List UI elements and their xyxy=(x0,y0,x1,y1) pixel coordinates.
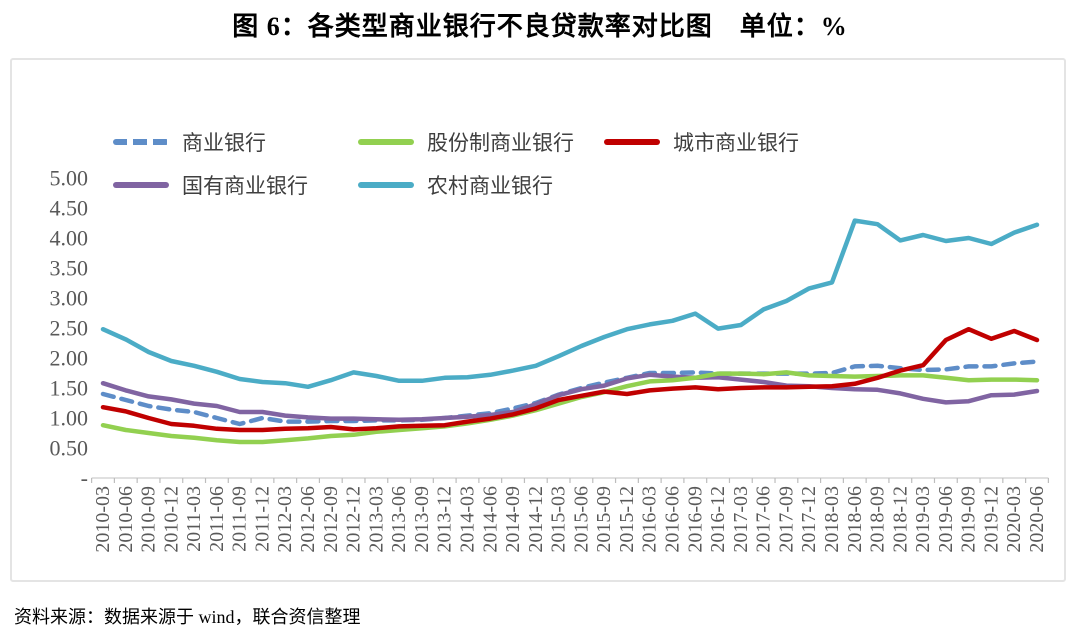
y-axis-tick-label: 1.00 xyxy=(50,406,89,431)
x-axis-tick-label: 2012-12 xyxy=(343,486,365,553)
x-axis-tick-label: 2020-06 xyxy=(1026,486,1048,553)
y-axis-tick-label: 2.50 xyxy=(50,316,89,341)
x-axis-tick-label: 2020-03 xyxy=(1003,486,1025,553)
legend-swatch-solid-line xyxy=(358,182,414,188)
x-axis-tick-label: 2015-12 xyxy=(616,486,638,553)
x-axis-tick-label: 2016-09 xyxy=(684,486,706,553)
y-axis-tick-label: 0.50 xyxy=(50,436,89,461)
legend-item: 农村商业银行 xyxy=(358,173,553,198)
x-axis-tick-label: 2018-12 xyxy=(889,486,911,553)
x-axis-tick-label: 2013-06 xyxy=(388,486,410,553)
x-axis-tick-label: 2010-09 xyxy=(138,486,160,553)
x-axis-tick-label: 2015-09 xyxy=(593,486,615,553)
chart-title: 图 6：各类型商业银行不良贷款率对比图 单位：% xyxy=(232,12,848,41)
x-axis-tick-label: 2013-09 xyxy=(411,486,433,553)
x-axis-tick-label: 2017-06 xyxy=(753,486,775,553)
x-axis-tick-label: 2012-06 xyxy=(297,486,319,553)
y-axis-tick-label: 4.00 xyxy=(50,226,89,251)
x-axis-tick-label: 2010-12 xyxy=(160,486,182,553)
x-axis-tick-label: 2014-06 xyxy=(479,486,501,553)
x-axis-tick-label: 2012-09 xyxy=(320,486,342,553)
x-axis-tick-label: 2016-06 xyxy=(662,486,684,553)
legend-item: 国有商业银行 xyxy=(113,173,308,198)
y-axis-tick-label: 3.00 xyxy=(50,286,89,311)
legend-item: 股份制商业银行 xyxy=(358,130,574,155)
x-axis-tick-label: 2017-03 xyxy=(730,486,752,553)
x-axis-tick-label: 2015-03 xyxy=(548,486,570,553)
y-axis-tick-label: 3.50 xyxy=(50,256,89,281)
x-axis-tick-label: 2019-03 xyxy=(912,486,934,553)
legend-label: 股份制商业银行 xyxy=(427,131,574,155)
x-axis-tick-label: 2011-12 xyxy=(251,486,273,552)
x-axis-tick-label: 2016-03 xyxy=(639,486,661,553)
legend-item: 商业银行 xyxy=(113,130,266,155)
series-line-1 xyxy=(100,372,1040,423)
x-axis-tick-label: 2011-03 xyxy=(183,486,205,552)
legend-label: 城市商业银行 xyxy=(673,131,799,155)
x-axis-tick-label: 2010-03 xyxy=(92,486,114,553)
x-axis-tick-label: 2019-09 xyxy=(958,486,980,553)
x-axis-tick-label: 2011-06 xyxy=(206,486,228,552)
x-axis-tick-label: 2010-06 xyxy=(115,486,137,553)
line-chart: 5.00 4.50 4.00 3.50 3.00 2.50 2.00 1.50 1.00 0.50… xyxy=(50,166,1049,553)
legend-swatch-solid-line xyxy=(113,182,169,188)
x-axis-tick-label: 2011-09 xyxy=(229,486,251,552)
x-axis-tick-label: 2014-12 xyxy=(525,486,547,553)
legend-label: 农村商业银行 xyxy=(427,174,553,198)
x-axis-tick-label: 2013-12 xyxy=(434,486,456,553)
x-axis-tick-label: 2014-03 xyxy=(456,486,478,553)
y-axis-tick-label: 1.50 xyxy=(50,376,89,401)
legend-label: 国有商业银行 xyxy=(182,174,308,198)
x-axis-tick-label: 2018-03 xyxy=(821,486,843,553)
x-axis-tick-label: 2019-12 xyxy=(980,486,1002,553)
x-axis-tick-label: 2019-06 xyxy=(935,486,957,553)
x-axis-tick-label: 2018-06 xyxy=(844,486,866,553)
legend-label: 商业银行 xyxy=(182,131,266,155)
series-line-4 xyxy=(100,218,1040,390)
y-axis-tick-label: - xyxy=(81,466,88,491)
x-axis-tick-label: 2013-03 xyxy=(365,486,387,553)
x-axis-tick-label: 2015-06 xyxy=(570,486,592,553)
y-axis-tick-label: 2.00 xyxy=(50,346,89,371)
legend-swatch-solid-line xyxy=(604,139,660,145)
x-axis-tick-label: 2017-09 xyxy=(775,486,797,553)
legend-item: 城市商业银行 xyxy=(604,130,799,155)
x-axis-tick-label: 2016-12 xyxy=(707,486,729,553)
legend-swatch-solid-line xyxy=(358,139,414,145)
y-axis-tick-label: 4.50 xyxy=(50,196,89,221)
legend-swatch-dashed-line xyxy=(113,139,169,145)
source-note: 资料来源：数据来源于 wind，联合资信整理 xyxy=(14,607,361,627)
series-line-3 xyxy=(100,326,1040,433)
y-axis-tick-label: 5.00 xyxy=(50,166,89,191)
x-axis-tick-label: 2017-12 xyxy=(798,486,820,553)
x-axis-tick-label: 2018-09 xyxy=(867,486,889,553)
x-axis-tick-label: 2014-09 xyxy=(502,486,524,553)
chart-panel: 5.00 4.50 4.00 3.50 3.00 2.50 2.00 1.50 1.00 0.50… xyxy=(10,58,1066,582)
x-axis-tick-label: 2012-03 xyxy=(274,486,296,553)
